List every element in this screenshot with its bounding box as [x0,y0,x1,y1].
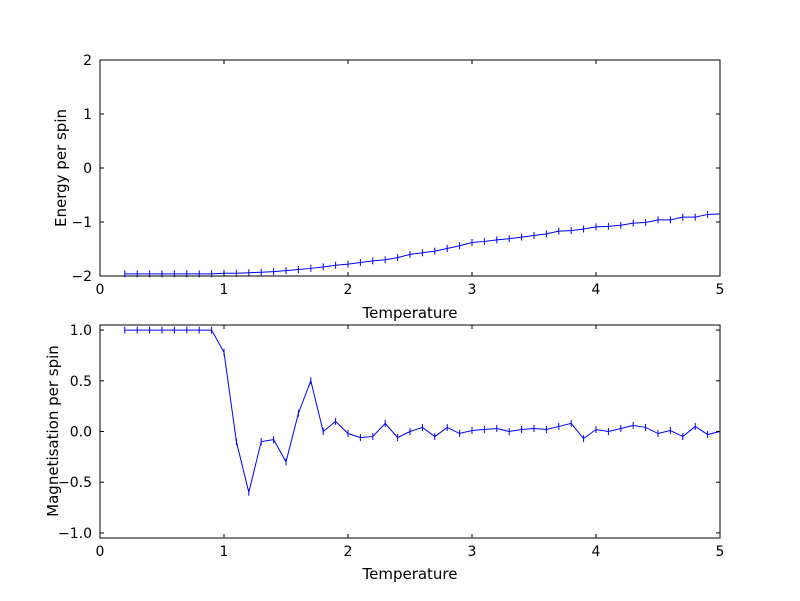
y-tick-label: −0.5 [58,475,92,491]
data-line [124,213,721,275]
y-axis-label-magnetisation: Magnetisation per spin [44,345,62,517]
subplot-energy: 0 1 2 3 4 5 2 1 0 −1 −2 [71,53,724,298]
x-tick-label: 0 [96,282,105,298]
x-tick-label: 3 [468,282,477,298]
y-tick-label: 0.5 [70,374,92,390]
x-tick-label: 1 [220,544,229,560]
x-tick-label: 4 [592,282,601,298]
y-tick-label: −1 [71,215,92,231]
x-tick-label: 2 [344,544,353,560]
y-tick-label: 1 [83,107,92,123]
x-axis-label-energy: Temperature [361,304,457,322]
y-tick-label: 0 [83,161,92,177]
x-tick-label: 5 [716,282,725,298]
axes-frame [99,59,721,277]
y-tick-label: −2 [71,269,92,285]
x-tick-label: 4 [592,544,601,560]
x-tick-label: 2 [344,282,353,298]
y-tick-label: −1.0 [58,526,92,542]
x-axis-label-magnetisation: Temperature [361,565,457,583]
subplot-magnetisation: 0 1 2 3 4 5 1.0 0.5 0.0 −0.5 −1.0 [58,323,724,560]
y-axis-label-energy: Energy per spin [52,109,70,227]
x-tick-label: 1 [220,282,229,298]
data-line [124,329,721,493]
y-tick-label: 2 [83,53,92,69]
x-tick-label: 0 [96,544,105,560]
y-tick-label: 0.0 [70,425,92,441]
y-tick-label: 1.0 [70,323,92,339]
x-tick-label: 3 [468,544,477,560]
x-tick-label: 5 [716,544,725,560]
